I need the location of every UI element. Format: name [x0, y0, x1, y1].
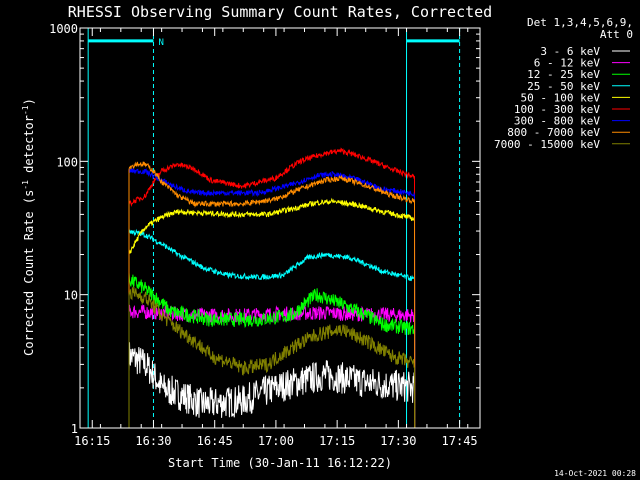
- legend-label-1: 3 - 6 keV: [540, 45, 600, 58]
- x-tick-label: 17:15: [319, 434, 355, 448]
- series-line-1: [128, 342, 416, 429]
- y-tick-label: 10: [64, 289, 78, 303]
- detectors-label: Det 1,3,4,5,6,9,: [527, 16, 633, 29]
- x-tick-label: 16:30: [135, 434, 171, 448]
- legend-label-9: 7000 - 15000 keV: [494, 138, 600, 151]
- y-tick-label: 1000: [49, 22, 78, 36]
- x-tick-label: 17:45: [442, 434, 478, 448]
- series-line-8: [128, 161, 416, 429]
- legend-label-5: 50 - 100 keV: [521, 91, 601, 104]
- y-tick-label: 100: [56, 155, 78, 169]
- series-line-7: [128, 168, 416, 429]
- series-line-5: [128, 197, 416, 429]
- x-axis-label: Start Time (30-Jan-11 16:12:22): [168, 456, 392, 470]
- series-line-4: [128, 228, 416, 429]
- attenuator-state-label: Att 0: [600, 28, 633, 41]
- plot-frame: [79, 27, 481, 429]
- y-tick-label: 1: [71, 422, 78, 436]
- x-tick-label: 17:00: [258, 434, 294, 448]
- legend-label-8: 800 - 7000 keV: [507, 126, 600, 139]
- legend-label-7: 300 - 800 keV: [514, 115, 600, 128]
- legend-label-4: 25 - 50 keV: [527, 80, 600, 93]
- series-line-9: [128, 286, 416, 429]
- plot-area: N 1 10 100 1000 16:15 16:30 16:45 17:00 17:15 17:3…: [49, 22, 481, 448]
- night-marker: N: [158, 38, 163, 48]
- x-tick-label: 17:30: [380, 434, 416, 448]
- x-tick-label: 16:45: [197, 434, 233, 448]
- series-line-6: [128, 147, 416, 429]
- y-axis-label: Corrected Count Rate (s-1 detector-1): [21, 98, 36, 356]
- x-tick-label: 16:15: [74, 434, 110, 448]
- generation-timestamp: 14-Oct-2021 00:28: [554, 469, 636, 478]
- legend-label-3: 12 - 25 keV: [527, 68, 600, 81]
- legend-label-2: 6 - 12 keV: [534, 57, 601, 70]
- series-line-3: [128, 272, 416, 429]
- legend-label-6: 100 - 300 keV: [514, 103, 600, 116]
- chart-title: RHESSI Observing Summary Count Rates, Co…: [68, 3, 492, 21]
